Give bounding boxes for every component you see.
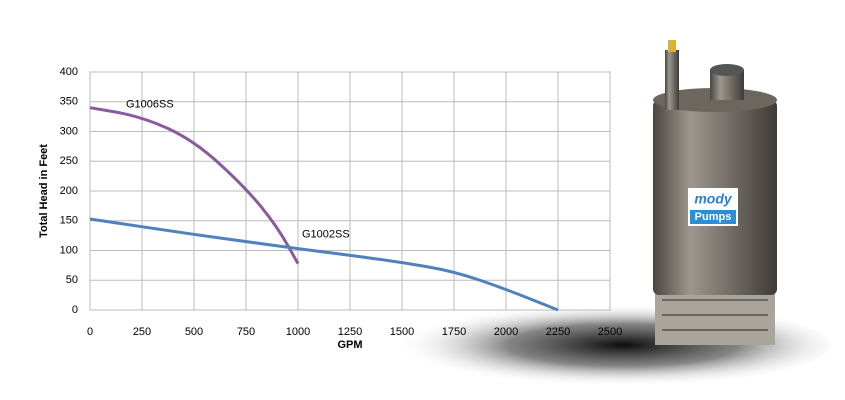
x-axis-title: GPM [337,339,362,351]
pump-gland [668,40,676,52]
y-tick-label: 300 [60,125,78,137]
y-tick-label: 350 [60,96,78,108]
logo-text: Pumps [695,211,732,223]
pump-outlet-top [710,64,744,76]
x-tick-label: 0 [87,326,93,338]
pump-image: mody Pumps [653,40,777,345]
series-label: G1002SS [302,229,350,241]
y-tick-label: 50 [66,274,78,286]
series-line [89,217,559,312]
logo-band [690,210,736,224]
x-tick-label: 2000 [494,326,518,338]
x-tick-label: 1500 [390,326,414,338]
y-tick-label: 400 [60,66,78,78]
y-tick-label: 200 [60,185,78,197]
y-tick-label: 150 [60,215,78,227]
x-tick-label: 500 [185,326,203,338]
x-tick-label: 250 [133,326,151,338]
series-label: G1006SS [126,99,174,111]
y-tick-label: 100 [60,244,78,256]
pump-grille [662,299,768,331]
y-tick-label: 250 [60,155,78,167]
x-tick-label: 1000 [286,326,310,338]
x-tick-label: 2250 [546,326,570,338]
pump-base [655,290,775,345]
series-line [89,106,300,265]
x-tick-label: 1750 [442,326,466,338]
pump-cable [665,50,679,110]
logo-text: mody [694,191,733,207]
y-axis-title: Total Head in Feet [38,144,50,238]
x-tick-label: 1250 [338,326,362,338]
x-tick-label: 2500 [598,326,622,338]
y-tick-label: 0 [72,304,78,316]
x-tick-label: 750 [237,326,255,338]
